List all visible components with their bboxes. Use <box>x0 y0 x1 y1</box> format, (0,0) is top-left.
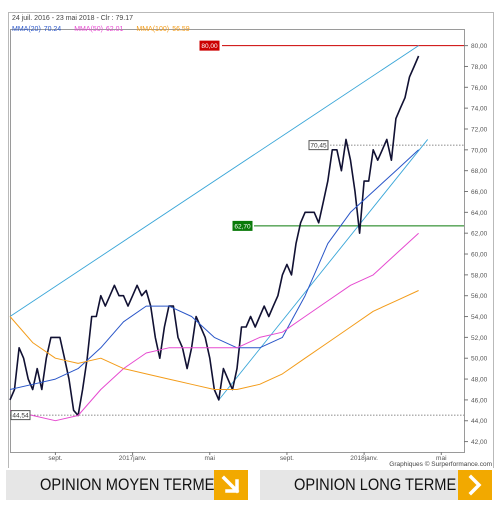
x-tick-label: sept. <box>48 455 62 462</box>
x-tick-label: 2018janv. <box>350 455 378 462</box>
moving-average-line <box>9 149 419 390</box>
opinion-long-term-label: OPINION LONG TERME <box>294 475 457 494</box>
opinion-medium-term[interactable]: OPINION MOYEN TERME <box>6 470 214 500</box>
x-tick-label: 2017janv. <box>119 455 147 462</box>
y-tick-label: 76,00 <box>471 85 488 92</box>
mma-legend-value: 56.59 <box>172 26 190 33</box>
opinion-footer: OPINION MOYEN TERME OPINION LONG TERME <box>0 470 500 502</box>
mma-legend-value: 70.24 <box>44 26 62 33</box>
y-tick-label: 62,00 <box>471 231 488 238</box>
y-tick-label: 52,00 <box>471 335 488 342</box>
chart-canvas: 24 juil. 2016 - 23 mai 2018 - Clr : 79.1… <box>8 12 494 468</box>
y-tick-label: 42,00 <box>471 439 488 446</box>
y-tick-label: 68,00 <box>471 168 488 175</box>
chart-date-range: 24 juil. 2016 - 23 mai 2018 - Clr : 79.1… <box>12 15 133 22</box>
x-tick-label: mai <box>436 455 446 462</box>
mma-legend-label: MMA(20) <box>12 26 41 33</box>
y-tick-label: 78,00 <box>471 64 488 71</box>
level-label-70: 70,45 <box>310 143 327 150</box>
opinion-medium-term-label: OPINION MOYEN TERME <box>40 475 215 494</box>
moving-average-line <box>9 232 419 422</box>
y-tick-label: 60,00 <box>471 252 488 259</box>
plot-area <box>10 29 465 453</box>
y-tick-label: 54,00 <box>471 314 488 321</box>
stock-chart: 24 juil. 2016 - 23 mai 2018 - Clr : 79.1… <box>8 12 494 468</box>
moving-average-line <box>9 290 419 390</box>
mma-legend-label: MMA(50) <box>74 26 103 33</box>
mma-legend-value: 62.01 <box>106 26 124 33</box>
y-tick-label: 48,00 <box>471 377 488 384</box>
level-label-44-box <box>10 410 31 421</box>
level-label-80: 80,00 <box>201 43 218 50</box>
trendline <box>218 139 429 401</box>
y-tick-label: 44,00 <box>471 418 488 425</box>
x-tick-label: sept. <box>280 455 294 462</box>
y-tick-label: 66,00 <box>471 189 488 196</box>
level-label-80-box <box>199 40 220 51</box>
y-tick-label: 64,00 <box>471 210 488 217</box>
level-label-62: 62,70 <box>234 223 251 230</box>
y-tick-label: 58,00 <box>471 272 488 279</box>
y-tick-label: 74,00 <box>471 106 488 113</box>
y-tick-label: 80,00 <box>471 43 488 50</box>
y-tick-label: 56,00 <box>471 293 488 300</box>
level-label-44: 44,54 <box>12 413 29 420</box>
opinion-long-term[interactable]: OPINION LONG TERME <box>260 470 458 500</box>
arrow-down-right-icon[interactable] <box>214 470 248 500</box>
level-label-70-box <box>308 140 329 151</box>
y-tick-label: 50,00 <box>471 356 488 363</box>
mma-legend-label: MMA(100) <box>136 26 169 33</box>
y-tick-label: 72,00 <box>471 126 488 133</box>
y-tick-label: 46,00 <box>471 397 488 404</box>
y-tick-label: 70,00 <box>471 147 488 154</box>
arrow-right-icon[interactable] <box>458 470 492 500</box>
chart-credit: Graphiques © Surperformance.com <box>389 460 492 468</box>
x-tick-label: mai <box>205 455 215 462</box>
level-label-62-box <box>232 220 253 231</box>
trendline <box>9 45 419 317</box>
chart-frame <box>8 12 494 468</box>
